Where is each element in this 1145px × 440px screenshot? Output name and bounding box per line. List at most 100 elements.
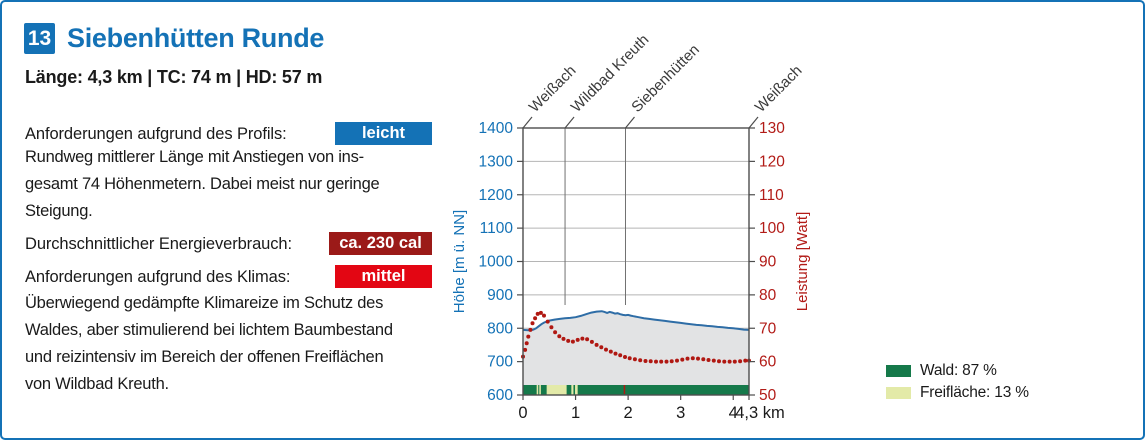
power-dot bbox=[570, 339, 575, 344]
card-header: 13 Siebenhütten Runde bbox=[24, 23, 324, 54]
route-number-badge: 13 bbox=[24, 23, 55, 54]
legend-row-freiflaeche: Freifläche: 13 % bbox=[886, 384, 1029, 402]
freiflaeche-segment bbox=[539, 385, 541, 395]
power-dot bbox=[608, 349, 613, 354]
power-dot bbox=[566, 338, 571, 343]
spec-row-energy: Durchschnittlicher Energieverbrauch: ca.… bbox=[25, 232, 432, 256]
left-tick-label: 900 bbox=[487, 287, 513, 304]
power-dot bbox=[717, 359, 721, 364]
right-tick-label: 100 bbox=[759, 220, 785, 237]
climate-difficulty-badge: mittel bbox=[335, 265, 432, 288]
spec-row-profile: Anforderungen aufgrund des Profils: leic… bbox=[25, 122, 432, 146]
right-tick-label: 110 bbox=[759, 187, 784, 204]
climate-description: Überwiegend gedämpfte Klimareize im Schu… bbox=[25, 294, 393, 393]
power-dot bbox=[732, 359, 737, 364]
elevation-area bbox=[523, 311, 749, 385]
power-dot bbox=[675, 358, 679, 363]
freiflaeche-segment bbox=[575, 385, 578, 395]
spec-label-profile: Anforderungen aufgrund des Profils: bbox=[25, 125, 287, 143]
power-dot bbox=[648, 359, 653, 364]
route-title: Siebenhütten Runde bbox=[67, 23, 325, 53]
power-dot bbox=[524, 341, 529, 346]
freiflaeche-label: Freifläche: 13 % bbox=[920, 384, 1029, 401]
left-tick-label: 600 bbox=[487, 387, 513, 404]
power-dot bbox=[530, 321, 535, 326]
power-dot bbox=[664, 359, 669, 364]
power-dot bbox=[685, 356, 690, 361]
legend-row-wald: Wald: 87 % bbox=[886, 362, 1029, 380]
power-dot bbox=[638, 358, 643, 363]
power-dot bbox=[589, 339, 594, 344]
waypoint-label: Weißach bbox=[752, 62, 806, 116]
power-dot bbox=[528, 327, 533, 332]
spec-row-climate: Anforderungen aufgrund des Klimas: mitte… bbox=[25, 265, 432, 289]
chart-legend: Wald: 87 % Freifläche: 13 % bbox=[886, 362, 1029, 402]
power-dot bbox=[599, 345, 604, 350]
right-tick-label: 130 bbox=[759, 120, 785, 137]
elevation-power-chart-svg: 6007008009001000110012001300140050607080… bbox=[451, 31, 811, 422]
left-axis-title: Höhe [m ü. NN] bbox=[451, 210, 468, 313]
x-tick-label: 2 bbox=[624, 404, 633, 422]
power-dot bbox=[701, 357, 706, 362]
freiflaeche-segment bbox=[546, 385, 567, 395]
power-dot bbox=[526, 334, 531, 339]
wald-swatch bbox=[886, 365, 911, 377]
waypoint-tick bbox=[564, 116, 575, 129]
right-tick-label: 90 bbox=[759, 254, 777, 271]
power-dot bbox=[545, 319, 550, 324]
spec-label-climate: Anforderungen aufgrund des Klimas: bbox=[25, 268, 291, 286]
freiflaeche-segment bbox=[571, 385, 574, 395]
spec-label-energy: Durchschnittlicher Energieverbrauch: bbox=[25, 235, 292, 253]
power-dot bbox=[623, 355, 627, 359]
energy-badge: ca. 230 cal bbox=[329, 232, 432, 255]
power-dot bbox=[523, 347, 528, 352]
x-end-label: 4,3 km bbox=[735, 404, 785, 422]
waypoint-tick bbox=[522, 116, 533, 129]
right-tick-label: 60 bbox=[759, 354, 777, 371]
left-tick-label: 1200 bbox=[479, 187, 514, 204]
route-stats: Länge: 4,3 km | TC: 74 m | HD: 57 m bbox=[25, 67, 323, 87]
power-dot bbox=[542, 313, 546, 318]
power-dot bbox=[538, 310, 543, 315]
x-tick-label: 3 bbox=[676, 404, 685, 422]
freiflaeche-swatch bbox=[886, 387, 911, 399]
right-tick-label: 120 bbox=[759, 153, 785, 170]
power-dot bbox=[561, 336, 566, 341]
waypoint-tick bbox=[748, 116, 759, 129]
profile-description: Rundweg mittlerer Länge mit Anstiegen vo… bbox=[25, 148, 380, 220]
power-dot bbox=[743, 358, 748, 363]
left-tick-label: 800 bbox=[487, 320, 513, 337]
power-dot bbox=[632, 357, 637, 362]
freiflaeche-segment bbox=[536, 385, 539, 395]
power-dot bbox=[580, 336, 585, 341]
power-dot bbox=[654, 359, 658, 364]
right-tick-label: 50 bbox=[759, 387, 777, 404]
power-dot bbox=[706, 358, 711, 362]
left-tick-label: 1100 bbox=[480, 220, 514, 237]
power-dot bbox=[535, 311, 540, 316]
power-dot bbox=[557, 334, 562, 339]
right-axis-title: Leistung [Watt] bbox=[794, 212, 811, 312]
left-tick-label: 1400 bbox=[479, 120, 514, 137]
x-tick-label: 4 bbox=[729, 404, 738, 422]
x-tick-label: 1 bbox=[571, 404, 580, 422]
power-dot bbox=[575, 337, 580, 342]
wald-bar bbox=[523, 385, 749, 395]
power-dot bbox=[553, 330, 558, 335]
power-dot bbox=[738, 359, 743, 364]
power-dot bbox=[727, 359, 732, 364]
right-tick-label: 80 bbox=[759, 287, 777, 304]
power-dot bbox=[722, 359, 727, 364]
power-dot bbox=[533, 316, 538, 321]
power-dot bbox=[690, 356, 695, 361]
power-dot bbox=[680, 357, 685, 362]
power-dot bbox=[659, 359, 664, 364]
route-profile-chart: 600 700 800 900 1000 1100 1200 1300 1400 50 60 70 80… bbox=[442, 2, 1143, 438]
waypoint-tick bbox=[625, 116, 635, 129]
power-dot bbox=[604, 347, 608, 352]
x-tick-label: 0 bbox=[518, 404, 527, 422]
power-dot bbox=[549, 325, 554, 330]
power-dot bbox=[613, 351, 618, 356]
left-tick-label: 1300 bbox=[479, 153, 514, 170]
